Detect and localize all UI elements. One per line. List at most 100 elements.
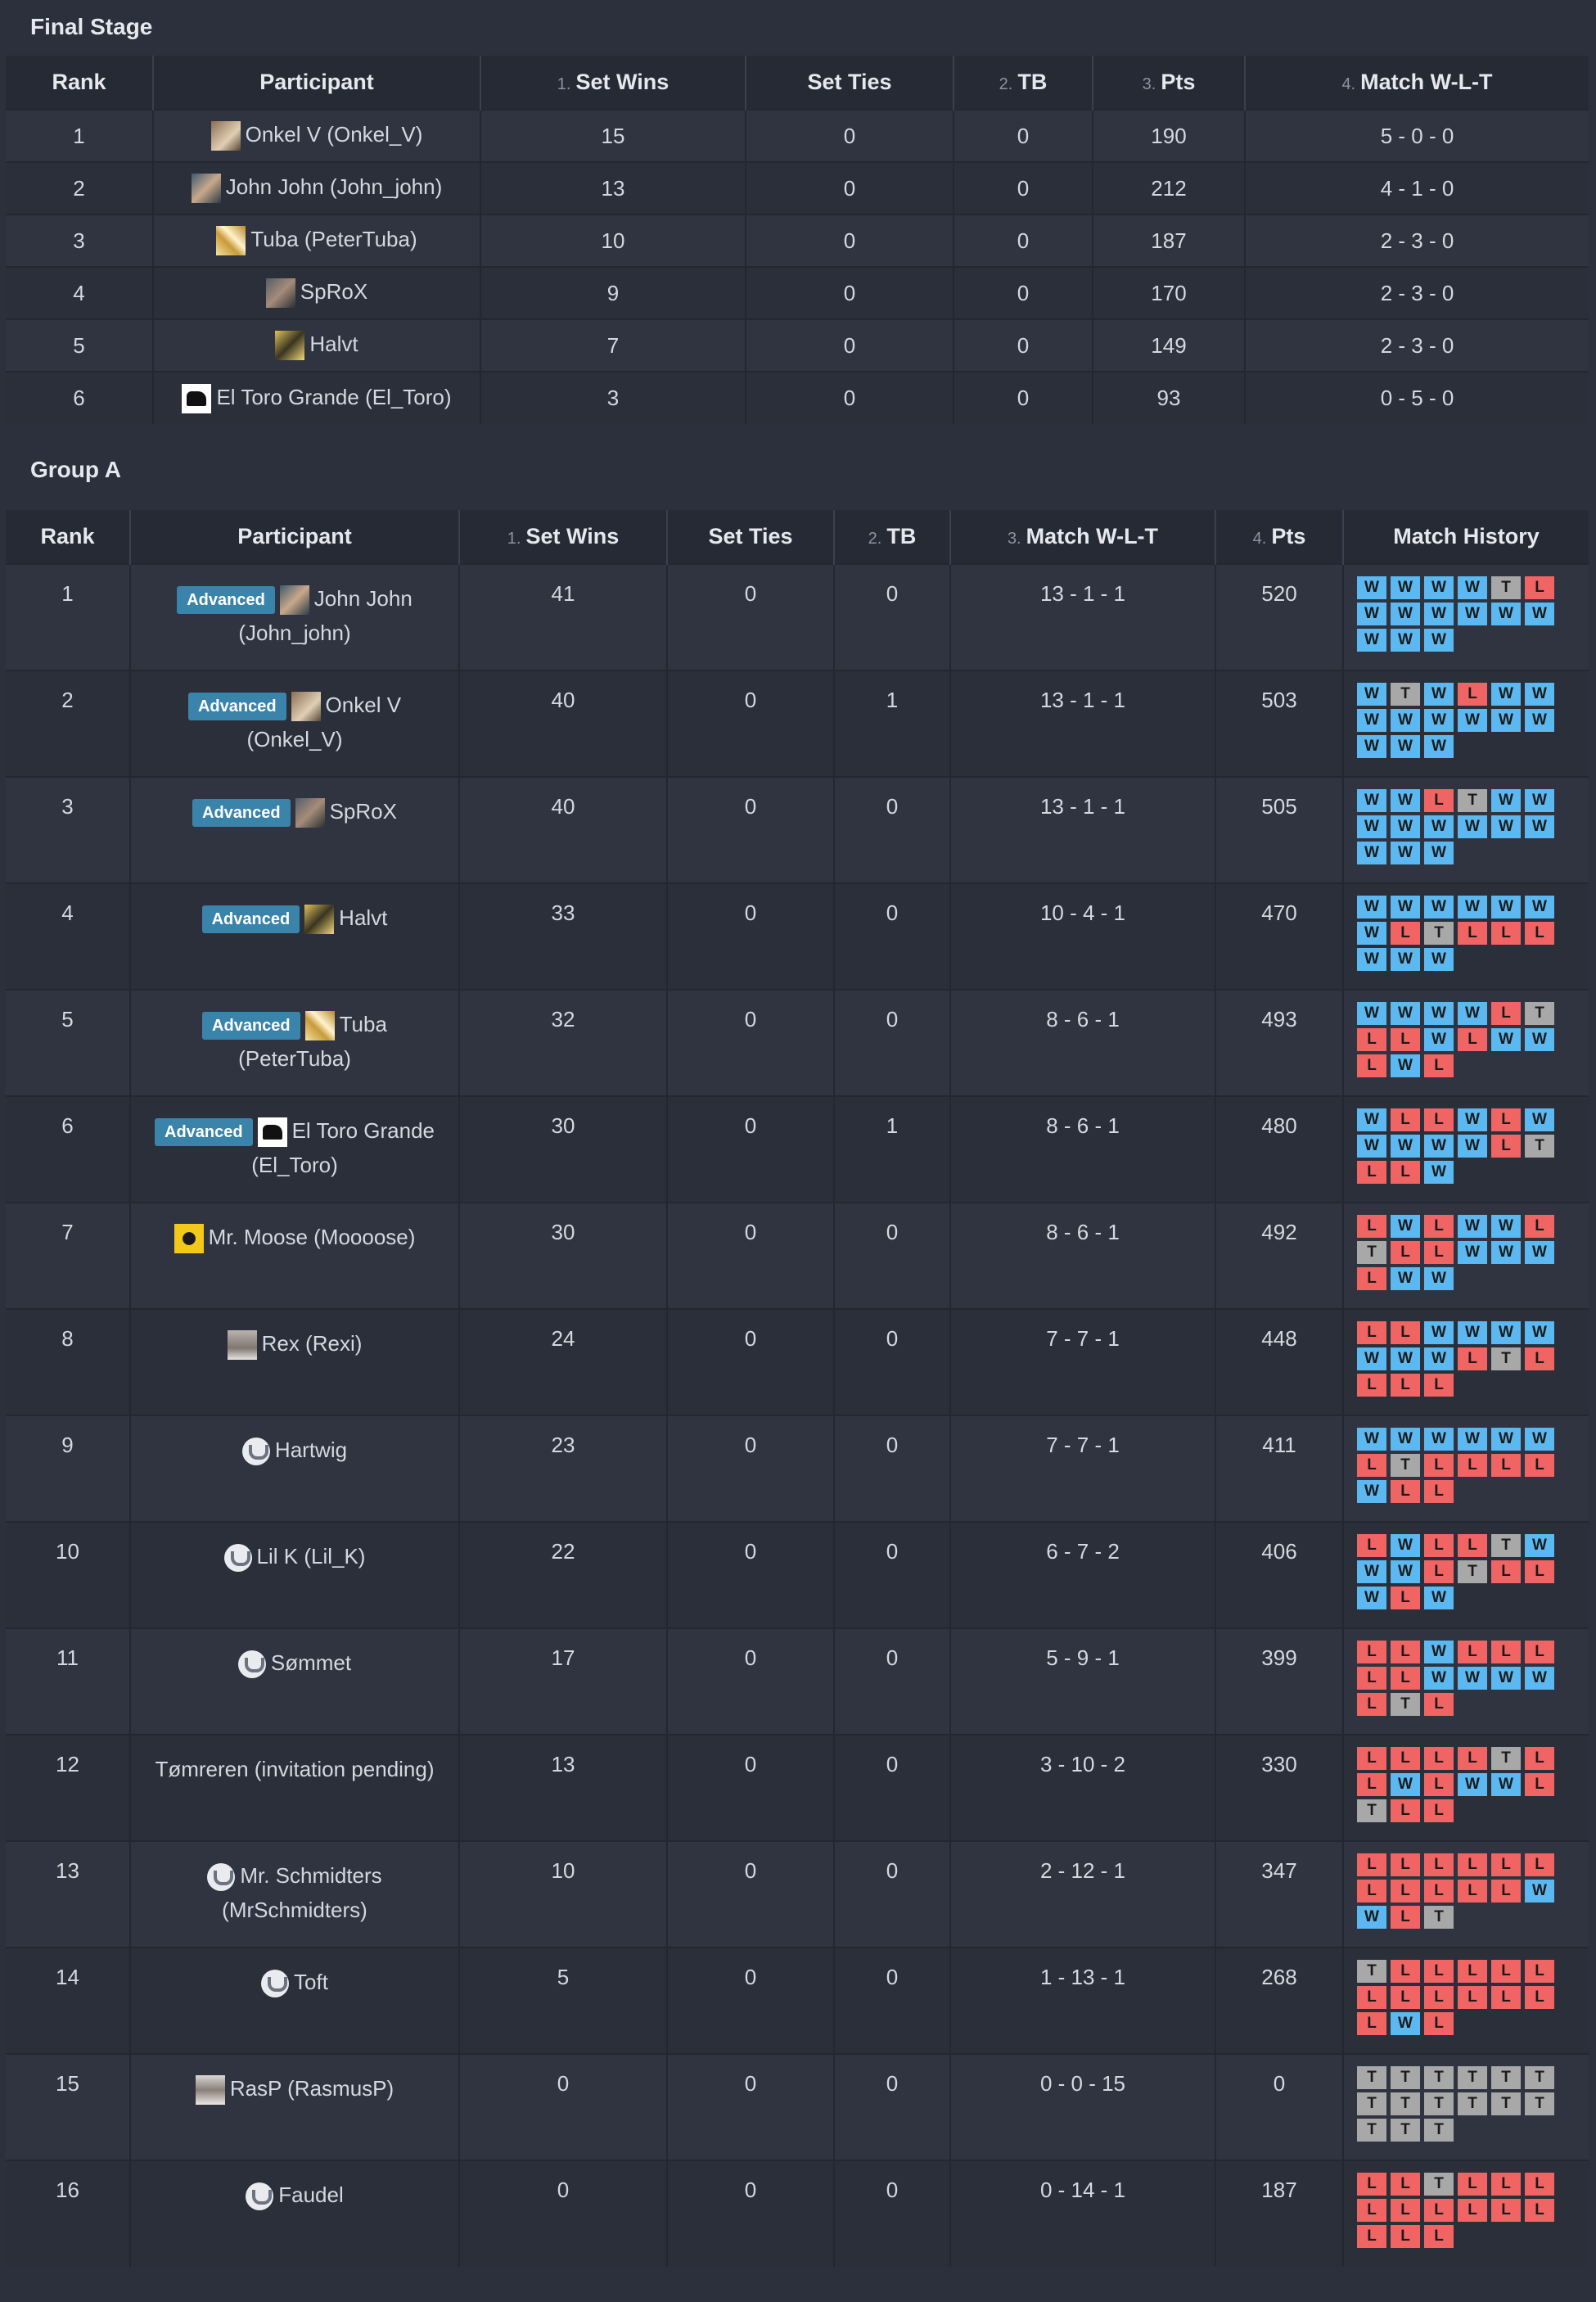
column-header[interactable]: Set Ties <box>745 56 954 110</box>
column-header[interactable]: 4. Match W-L-T <box>1244 56 1589 110</box>
match-result-cell[interactable]: W <box>1357 1428 1386 1451</box>
match-result-cell[interactable]: T <box>1357 2092 1386 2115</box>
match-result-cell[interactable]: W <box>1424 1135 1454 1158</box>
match-result-cell[interactable]: L <box>1491 1853 1521 1876</box>
match-result-cell[interactable]: W <box>1391 815 1420 838</box>
match-result-cell[interactable]: W <box>1458 1241 1487 1264</box>
participant-name[interactable]: Hartwig <box>274 1438 348 1462</box>
match-result-cell[interactable]: T <box>1458 1560 1487 1583</box>
match-result-cell[interactable]: L <box>1357 1747 1386 1770</box>
match-result-cell[interactable]: W <box>1458 1108 1487 1131</box>
participant-name[interactable]: Halvt <box>339 905 388 930</box>
match-result-cell[interactable]: L <box>1491 1454 1521 1477</box>
column-header[interactable]: 1. Set Wins <box>458 510 667 564</box>
participant-name[interactable]: Toft <box>294 1970 328 1994</box>
match-result-cell[interactable]: L <box>1391 1374 1420 1397</box>
match-result-cell[interactable]: L <box>1491 1986 1521 2009</box>
match-result-cell[interactable]: W <box>1491 683 1521 706</box>
match-result-cell[interactable]: W <box>1424 683 1454 706</box>
match-result-cell[interactable]: L <box>1458 683 1487 706</box>
match-result-cell[interactable]: W <box>1525 1108 1554 1131</box>
match-result-cell[interactable]: L <box>1525 2173 1554 2196</box>
match-result-cell[interactable]: L <box>1525 2199 1554 2222</box>
match-result-cell[interactable]: L <box>1525 1747 1554 1770</box>
participant-name[interactable]: Tuba (PeterTuba) <box>238 1012 387 1071</box>
match-result-cell[interactable]: L <box>1357 1454 1386 1477</box>
match-result-cell[interactable]: W <box>1357 1135 1386 1158</box>
match-result-cell[interactable]: W <box>1458 1215 1487 1238</box>
match-result-cell[interactable]: L <box>1458 1747 1487 1770</box>
match-result-cell[interactable]: W <box>1424 1587 1454 1609</box>
match-result-cell[interactable]: W <box>1458 1002 1487 1025</box>
participant-name[interactable]: Tuba (PeterTuba) <box>250 226 417 251</box>
match-result-cell[interactable]: L <box>1424 1853 1454 1876</box>
match-result-cell[interactable]: L <box>1424 1560 1454 1583</box>
match-result-cell[interactable]: L <box>1424 1773 1454 1796</box>
participant-name[interactable]: El Toro Grande (El_Toro) <box>216 384 452 409</box>
match-result-cell[interactable]: W <box>1491 789 1521 812</box>
match-result-cell[interactable]: W <box>1458 709 1487 732</box>
match-result-cell[interactable]: L <box>1491 1960 1521 1983</box>
match-result-cell[interactable]: L <box>1525 1560 1554 1583</box>
match-result-cell[interactable]: W <box>1357 735 1386 758</box>
match-result-cell[interactable]: L <box>1458 1347 1487 1370</box>
match-result-cell[interactable]: L <box>1391 1799 1420 1822</box>
column-header[interactable]: Rank <box>6 56 153 110</box>
match-result-cell[interactable]: L <box>1424 1454 1454 1477</box>
match-result-cell[interactable]: W <box>1357 948 1386 971</box>
match-result-cell[interactable]: L <box>1357 1267 1386 1290</box>
match-result-cell[interactable]: W <box>1491 815 1521 838</box>
match-result-cell[interactable]: W <box>1424 1267 1454 1290</box>
participant-name[interactable]: Sømmet <box>270 1650 352 1675</box>
participant-name[interactable]: Tømreren (invitation pending) <box>155 1757 435 1781</box>
match-result-cell[interactable]: L <box>1357 2012 1386 2035</box>
column-header[interactable]: 3. Match W-L-T <box>949 510 1215 564</box>
match-result-cell[interactable]: L <box>1424 1480 1454 1503</box>
participant-name[interactable]: Onkel V (Onkel_V) <box>245 121 423 147</box>
match-result-cell[interactable]: W <box>1525 1321 1554 1344</box>
column-header[interactable]: 3. Pts <box>1092 56 1245 110</box>
match-result-cell[interactable]: W <box>1424 1321 1454 1344</box>
match-result-cell[interactable]: W <box>1458 1135 1487 1158</box>
match-result-cell[interactable]: W <box>1391 1267 1420 1290</box>
participant-name[interactable]: Onkel V (Onkel_V) <box>246 693 402 752</box>
column-header[interactable]: 2. TB <box>953 56 1093 110</box>
match-result-cell[interactable]: W <box>1525 789 1554 812</box>
match-result-cell[interactable]: L <box>1424 1960 1454 1983</box>
match-result-cell[interactable]: W <box>1424 1347 1454 1370</box>
participant-name[interactable]: RasP (RasmusP) <box>229 2076 394 2101</box>
match-result-cell[interactable]: W <box>1491 1028 1521 1051</box>
match-result-cell[interactable]: W <box>1357 1002 1386 1025</box>
match-result-cell[interactable]: W <box>1424 842 1454 864</box>
match-result-cell[interactable]: W <box>1424 603 1454 625</box>
match-result-cell[interactable]: L <box>1424 1108 1454 1131</box>
match-result-cell[interactable]: W <box>1491 1773 1521 1796</box>
match-result-cell[interactable]: W <box>1357 1347 1386 1370</box>
match-result-cell[interactable]: T <box>1391 2119 1420 2142</box>
match-result-cell[interactable]: L <box>1525 1347 1554 1370</box>
match-result-cell[interactable]: W <box>1424 948 1454 971</box>
match-result-cell[interactable]: T <box>1458 2066 1487 2089</box>
match-result-cell[interactable]: W <box>1491 1215 1521 1238</box>
match-result-cell[interactable]: W <box>1391 1428 1420 1451</box>
match-result-cell[interactable]: L <box>1424 2199 1454 2222</box>
participant-name[interactable]: Rex (Rexi) <box>261 1331 363 1356</box>
match-result-cell[interactable]: L <box>1424 2012 1454 2035</box>
match-result-cell[interactable]: T <box>1525 1135 1554 1158</box>
match-result-cell[interactable]: L <box>1357 1534 1386 1557</box>
match-result-cell[interactable]: L <box>1391 2225 1420 2248</box>
match-result-cell[interactable]: W <box>1525 815 1554 838</box>
match-result-cell[interactable]: L <box>1391 1853 1420 1876</box>
match-result-cell[interactable]: L <box>1391 1587 1420 1609</box>
match-result-cell[interactable]: W <box>1491 896 1521 919</box>
column-header[interactable]: Set Ties <box>666 510 834 564</box>
match-result-cell[interactable]: W <box>1357 1108 1386 1131</box>
match-result-cell[interactable]: W <box>1391 842 1420 864</box>
match-result-cell[interactable]: W <box>1424 629 1454 652</box>
match-result-cell[interactable]: L <box>1458 1534 1487 1557</box>
match-result-cell[interactable]: W <box>1357 789 1386 812</box>
participant-name[interactable]: Halvt <box>309 331 358 356</box>
match-result-cell[interactable]: L <box>1357 1161 1386 1184</box>
match-result-cell[interactable]: L <box>1525 1960 1554 1983</box>
match-result-cell[interactable]: L <box>1491 1641 1521 1663</box>
